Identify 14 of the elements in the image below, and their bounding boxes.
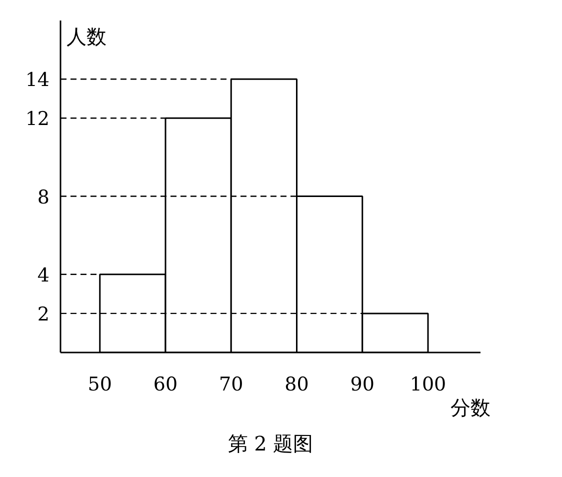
x-tick-label: 80 [284, 374, 309, 396]
x-tick-label: 50 [88, 374, 112, 396]
y-tick-label: 12 [25, 108, 50, 130]
x-tick-label: 60 [153, 374, 178, 396]
y-tick-label: 2 [37, 303, 50, 326]
x-tick-label: 100 [410, 374, 446, 396]
text: 第 2 题图 [228, 432, 314, 456]
x-tick-label: 70 [219, 374, 244, 396]
y-tick-label: 4 [37, 264, 50, 286]
x-tick-label: 90 [350, 374, 374, 396]
y-tick-label: 8 [37, 186, 50, 208]
y-axis-title: 人数 [66, 24, 106, 48]
x-axis-title: 分数 [450, 396, 490, 420]
y-tick-label: 14 [25, 69, 50, 92]
